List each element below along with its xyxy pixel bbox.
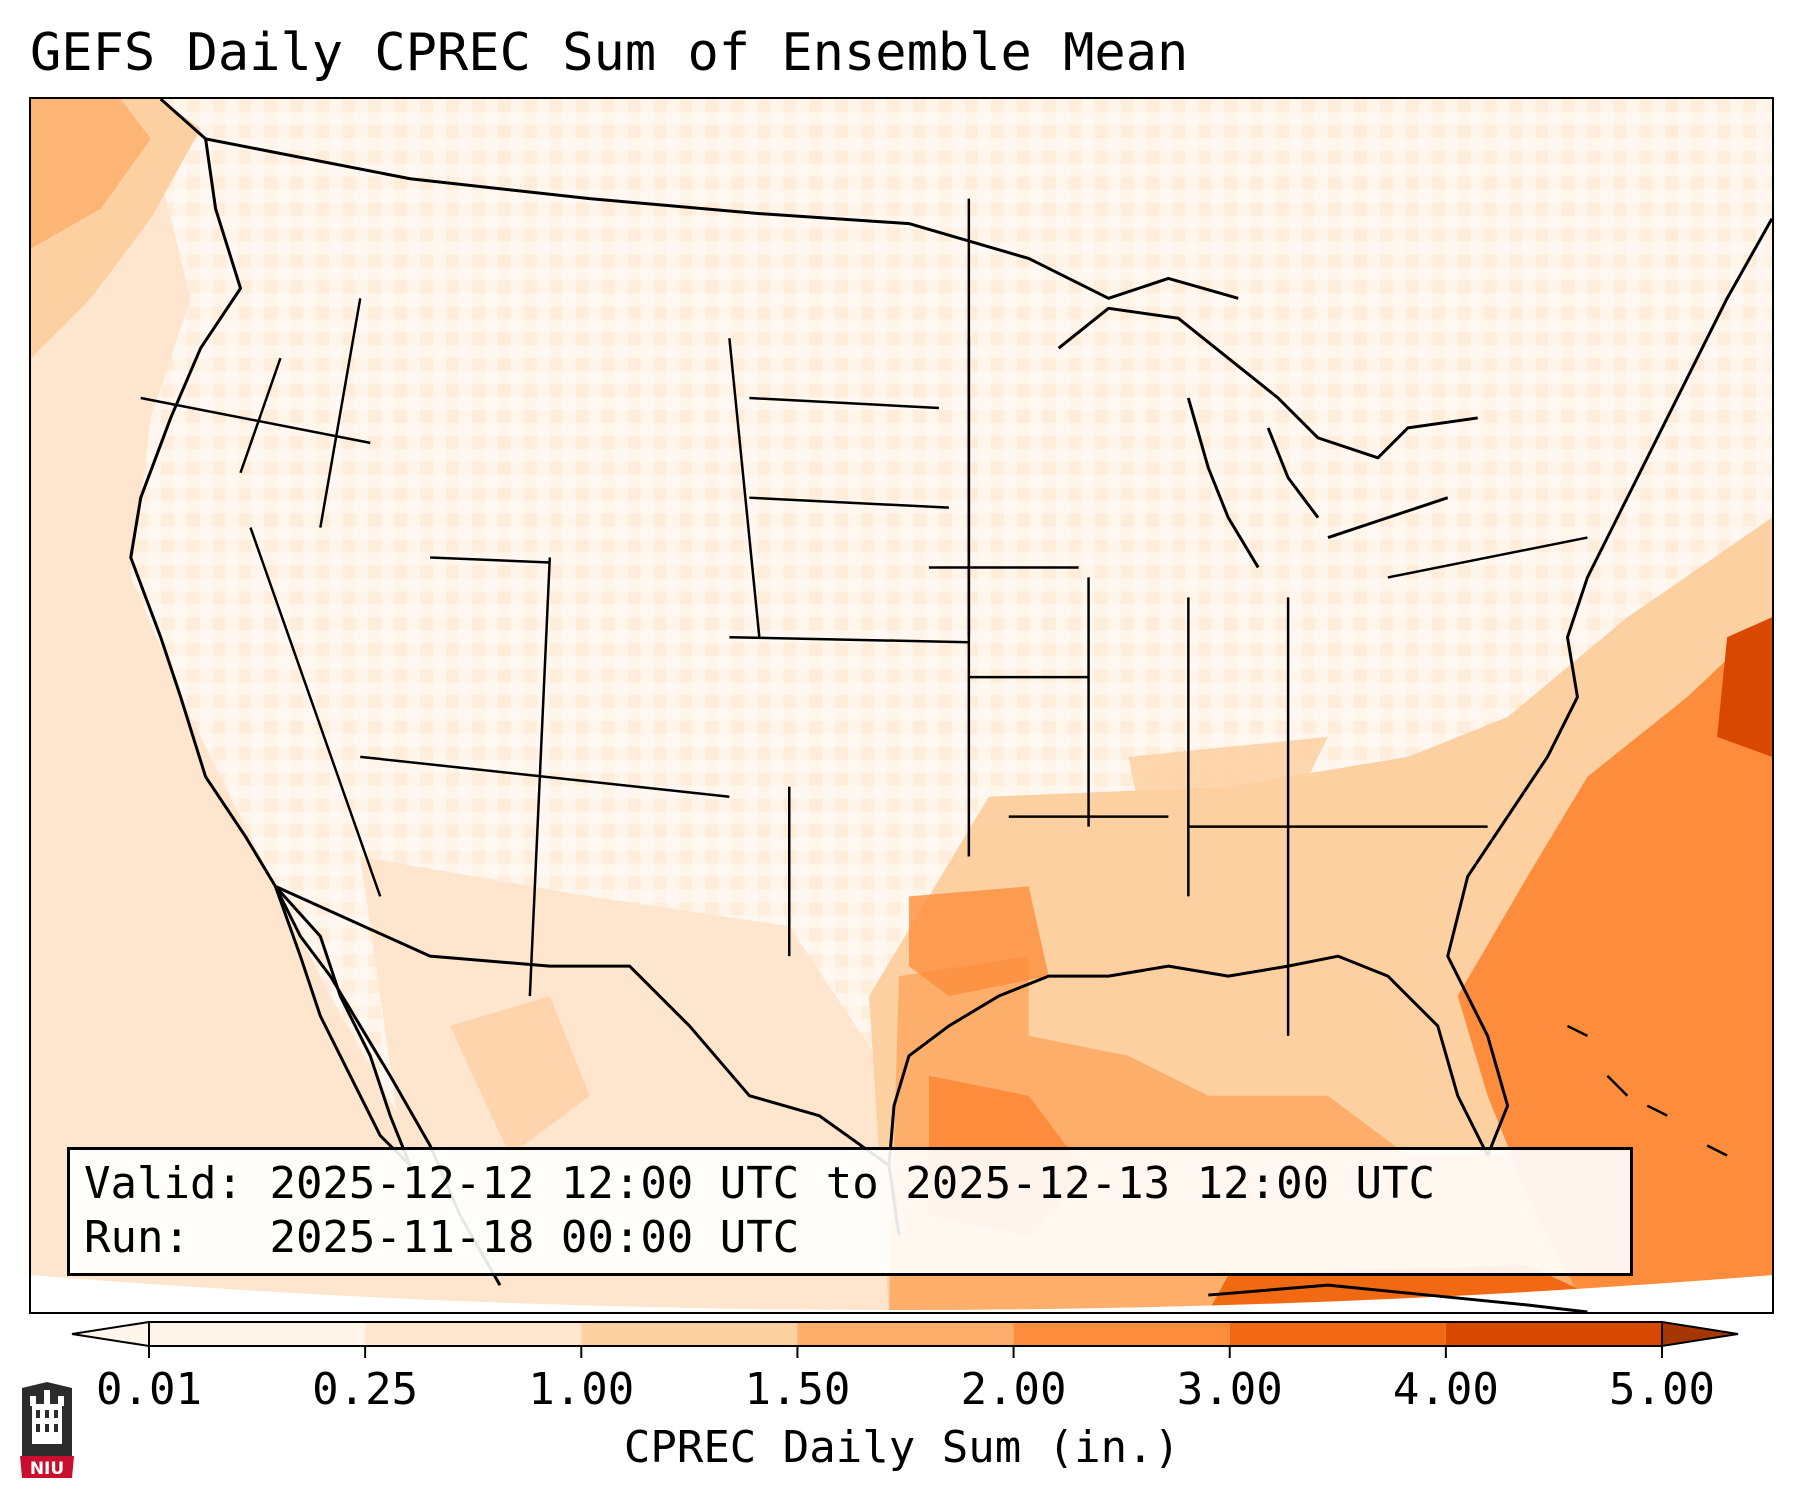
- colorbar-outline: [148, 1321, 1663, 1347]
- colorbar-tick-label: 2.00: [961, 1364, 1067, 1415]
- valid-row: Valid: 2025-12-12 12:00 UTC to 2025-12-1…: [84, 1157, 1630, 1211]
- northeast-coastline: [1446, 217, 1772, 1157]
- page-title: GEFS Daily CPREC Sum of Ensemble Mean: [30, 23, 1189, 83]
- colorbar-segment: [581, 1322, 798, 1346]
- cuba-coastline: [1208, 1283, 1588, 1312]
- colorbar-tick-label: 0.25: [312, 1364, 418, 1415]
- colorbar-segment: [1013, 1322, 1230, 1346]
- field-texas-coast: [908, 886, 1049, 997]
- projection-edge: [31, 1275, 1772, 1312]
- colorbar-tick-label: 5.00: [1609, 1364, 1715, 1415]
- field-tennessee-light: [1128, 736, 1329, 857]
- colorbar-segment: [797, 1322, 1014, 1346]
- colorbar-tick-label: 3.00: [1177, 1364, 1283, 1415]
- us-mexico-border: [274, 885, 890, 1167]
- state-borders-central: [928, 338, 1588, 1036]
- great-lakes: [1057, 306, 1478, 569]
- run-value: 2025-11-18 00:00 UTC: [269, 1212, 800, 1263]
- field-pacific-light: [31, 138, 500, 1312]
- colorbar-tick-label: 1.50: [744, 1364, 850, 1415]
- field-atlantic-strong: [1457, 617, 1772, 1312]
- gulf-coastline: [887, 954, 1489, 1236]
- colorbar-ticks: 0.01 0.25 1.00 1.50 2.00 3.00 4.00 5.00: [96, 1346, 1715, 1415]
- colorbar-segment: [149, 1322, 366, 1346]
- valid-value: 2025-12-12 12:00 UTC to 2025-12-13 12:00…: [269, 1158, 1436, 1209]
- boundaries: [129, 99, 1772, 1312]
- colorbar-segments: [71, 1320, 1739, 1348]
- niu-logo: NIU: [20, 1382, 74, 1479]
- colorbar: 0.01 0.25 1.00 1.50 2.00 3.00 4.00 5.00 CPREC D…: [71, 1320, 1739, 1473]
- bahamas-islands: [1566, 1024, 1728, 1157]
- colorbar-label: CPREC Daily Sum (in.): [624, 1422, 1180, 1473]
- colorbar-segment: [1445, 1322, 1662, 1346]
- state-borders-west: [140, 198, 971, 997]
- run-row: Run: 2025-11-18 00:00 UTC: [84, 1211, 1630, 1265]
- field-mexico-moderate: [450, 996, 590, 1156]
- run-label: Run:: [84, 1212, 190, 1263]
- field-pacific-stronger: [31, 99, 151, 249]
- logo-banner-icon: [20, 1456, 74, 1478]
- us-west-coastline: [129, 99, 502, 1286]
- precipitation-map: [31, 99, 1772, 1312]
- field-atlantic-stronger: [1717, 617, 1772, 757]
- validity-info-box: Valid: 2025-12-12 12:00 UTC to 2025-12-1…: [67, 1147, 1633, 1276]
- colorbar-tick-label: 0.01: [96, 1364, 202, 1415]
- logo-text: NIU: [30, 1459, 64, 1479]
- map-panel: [29, 97, 1774, 1314]
- colorbar-extend-high: [1661, 1320, 1739, 1348]
- valid-label: Valid:: [84, 1158, 243, 1209]
- us-canada-border: [205, 137, 1239, 300]
- colorbar-segment: [1229, 1322, 1446, 1346]
- colorbar-extend-low: [71, 1320, 150, 1348]
- colorbar-segment: [365, 1322, 582, 1346]
- colorbar-tick-label: 4.00: [1393, 1364, 1499, 1415]
- colorbar-tick-label: 1.00: [528, 1364, 634, 1415]
